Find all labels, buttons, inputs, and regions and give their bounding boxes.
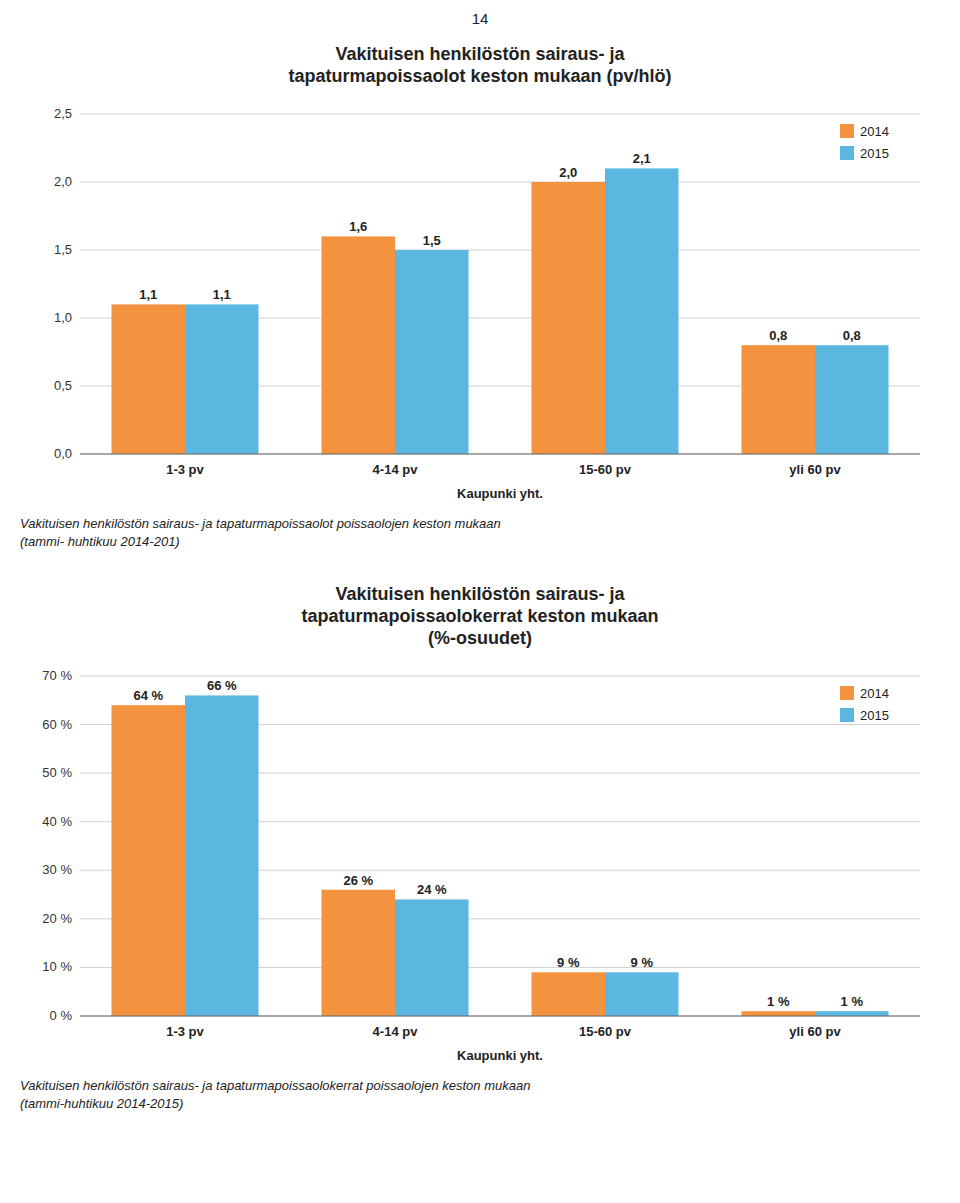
legend-label: 2014 bbox=[860, 124, 889, 139]
data-label: 2,0 bbox=[559, 165, 577, 180]
data-labels: 1,1 1,6 2,0 0,8 1,1 1,5 2,1 0,8 bbox=[139, 151, 861, 343]
data-label: 0,8 bbox=[843, 328, 861, 343]
chart-title: Vakituisen henkilöstön sairaus- jatapatu… bbox=[301, 584, 658, 648]
x-tick-label: 15-60 pv bbox=[579, 1024, 632, 1039]
y-tick-label: 50 % bbox=[42, 765, 72, 780]
grid-line bbox=[80, 182, 920, 183]
legend: 2014 2015 bbox=[840, 124, 889, 161]
x-tick-label: 4-14 pv bbox=[373, 462, 419, 477]
grid-line bbox=[80, 454, 920, 455]
legend-swatch bbox=[840, 124, 854, 138]
chart-title: Vakituisen henkilöstön sairaus- jatapatu… bbox=[288, 44, 671, 86]
data-label: 2,1 bbox=[633, 151, 651, 166]
y-tick-label: 60 % bbox=[42, 717, 72, 732]
y-tick-label: 20 % bbox=[42, 911, 72, 926]
bars bbox=[112, 168, 889, 454]
x-tick-label: 15-60 pv bbox=[579, 462, 632, 477]
y-tick-label: 10 % bbox=[42, 959, 72, 974]
y-tick-label: 30 % bbox=[42, 862, 72, 877]
x-axis-label: Kaupunki yht. bbox=[457, 486, 543, 501]
data-label: 1 % bbox=[767, 994, 790, 1009]
x-axis-line bbox=[80, 1016, 920, 1017]
data-label: 26 % bbox=[343, 873, 373, 888]
bar bbox=[112, 705, 186, 1016]
data-label: 1,1 bbox=[139, 287, 157, 302]
bar bbox=[532, 972, 606, 1016]
y-tick-label: 1,5 bbox=[54, 242, 72, 257]
data-label: 1,1 bbox=[213, 287, 231, 302]
x-tick-label: yli 60 pv bbox=[789, 462, 841, 477]
y-tick-label: 0,5 bbox=[54, 378, 72, 393]
bar bbox=[395, 250, 469, 454]
bars bbox=[112, 695, 889, 1016]
bar bbox=[605, 972, 679, 1016]
chart: Vakituisen henkilöstön sairaus- jatapatu… bbox=[20, 584, 920, 1111]
page-number: 14 bbox=[472, 10, 489, 27]
legend-label: 2014 bbox=[860, 686, 889, 701]
legend-label: 2015 bbox=[860, 708, 889, 723]
caption: Vakituisen henkilöstön sairaus- ja tapat… bbox=[20, 516, 501, 549]
bar bbox=[322, 236, 396, 454]
data-label: 1 % bbox=[841, 994, 864, 1009]
x-axis-label: Kaupunki yht. bbox=[457, 1048, 543, 1063]
legend-swatch bbox=[840, 686, 854, 700]
legend: 2014 2015 bbox=[840, 686, 889, 723]
bar bbox=[185, 304, 259, 454]
x-axis-line bbox=[80, 454, 920, 455]
bar bbox=[742, 1011, 816, 1016]
bar bbox=[742, 345, 816, 454]
y-tick-label: 0 % bbox=[50, 1008, 73, 1023]
x-tick-label: yli 60 pv bbox=[789, 1024, 841, 1039]
grid bbox=[80, 676, 920, 1016]
y-tick-label: 1,0 bbox=[54, 310, 72, 325]
data-label: 1,5 bbox=[423, 233, 441, 248]
x-tick-label: 1-3 pv bbox=[166, 462, 204, 477]
y-tick-label: 2,5 bbox=[54, 106, 72, 121]
y-tick-label: 70 % bbox=[42, 668, 72, 683]
bar bbox=[112, 304, 186, 454]
grid-line bbox=[80, 250, 920, 251]
data-label: 9 % bbox=[557, 955, 580, 970]
bar bbox=[395, 899, 469, 1016]
y-tick-label: 0,0 bbox=[54, 446, 72, 461]
legend-swatch bbox=[840, 146, 854, 160]
bar bbox=[815, 1011, 889, 1016]
bar bbox=[532, 182, 606, 454]
bar bbox=[185, 695, 259, 1016]
data-label: 64 % bbox=[133, 688, 163, 703]
legend-label: 2015 bbox=[860, 146, 889, 161]
grid-line bbox=[80, 676, 920, 677]
y-tick-label: 40 % bbox=[42, 814, 72, 829]
grid-line bbox=[80, 114, 920, 115]
data-labels: 64 % 26 % 9 % 1 % 66 % 24 % 9 % 1 % bbox=[133, 678, 863, 1009]
bar bbox=[815, 345, 889, 454]
data-label: 66 % bbox=[207, 678, 237, 693]
page: 14 Vakituisen henkilöstön sairaus- jatapa… bbox=[0, 0, 960, 1203]
caption: Vakituisen henkilöstön sairaus- ja tapat… bbox=[20, 1078, 530, 1111]
x-tick-label: 4-14 pv bbox=[373, 1024, 419, 1039]
chart: Vakituisen henkilöstön sairaus- jatapatu… bbox=[20, 44, 920, 549]
bar bbox=[605, 168, 679, 454]
data-label: 9 % bbox=[631, 955, 654, 970]
data-label: 24 % bbox=[417, 882, 447, 897]
data-label: 1,6 bbox=[349, 219, 367, 234]
x-tick-label: 1-3 pv bbox=[166, 1024, 204, 1039]
grid bbox=[80, 114, 920, 454]
bar bbox=[322, 890, 396, 1016]
y-tick-label: 2,0 bbox=[54, 174, 72, 189]
grid-line bbox=[80, 1016, 920, 1017]
data-label: 0,8 bbox=[769, 328, 787, 343]
legend-swatch bbox=[840, 708, 854, 722]
